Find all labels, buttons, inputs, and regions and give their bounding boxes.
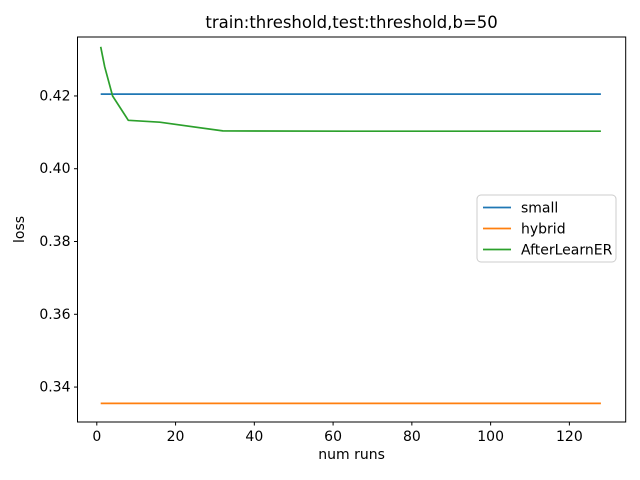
x-tick-label: 120 [556,429,583,445]
y-tick-label: 0.42 [39,88,70,104]
y-axis-label: loss [12,216,28,243]
legend-item: AfterLearnER [483,242,613,258]
legend-item: small [483,200,558,216]
legend-label: hybrid [521,221,566,237]
series-line-AfterLearnER [99,46,601,133]
plot-area: 0 20 40 60 80 100 120 0.34 0.36 0.38 0.40 0.42 small… [39,36,627,445]
legend-box [476,194,617,263]
x-axis-label: num runs [318,447,385,463]
legend-label: AfterLearnER [521,242,613,258]
x-tick-label: 40 [245,429,263,445]
x-tick-label: 60 [324,429,342,445]
y-tick-label: 0.38 [39,234,70,250]
axes-spines [77,36,627,423]
legend-label: small [521,200,558,216]
x-tick-label: 100 [477,429,504,445]
legend: small hybrid AfterLearnER [476,194,617,263]
y-tick-label: 0.34 [39,380,70,396]
chart-title: train:threshold,test:threshold,b=50 [205,13,497,32]
y-tick-label: 0.36 [39,307,70,323]
y-tick-label: 0.40 [39,161,70,177]
legend-item: hybrid [483,221,566,237]
x-tick-label: 20 [167,429,185,445]
x-tick-label: 80 [403,429,421,445]
x-tick-label: 0 [92,429,101,445]
